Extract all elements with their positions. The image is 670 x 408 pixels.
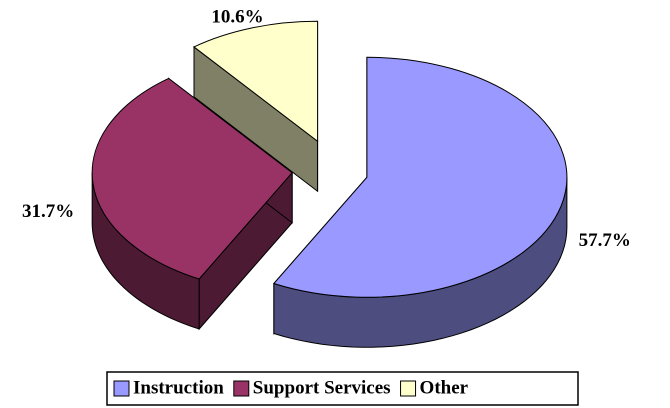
legend-label: Support Services [253, 377, 391, 398]
legend-swatch [400, 380, 417, 397]
legend-label: Other [420, 377, 469, 398]
legend-swatch [233, 380, 250, 397]
data-label: 10.6% [211, 6, 263, 27]
data-label: 57.7% [579, 230, 631, 251]
data-label: 31.7% [22, 201, 74, 222]
slice [91, 77, 293, 280]
legend-box [106, 371, 579, 406]
legend-swatch [113, 380, 130, 397]
slice [193, 20, 319, 143]
legend-label: Instruction [133, 377, 224, 398]
slice [272, 56, 568, 298]
